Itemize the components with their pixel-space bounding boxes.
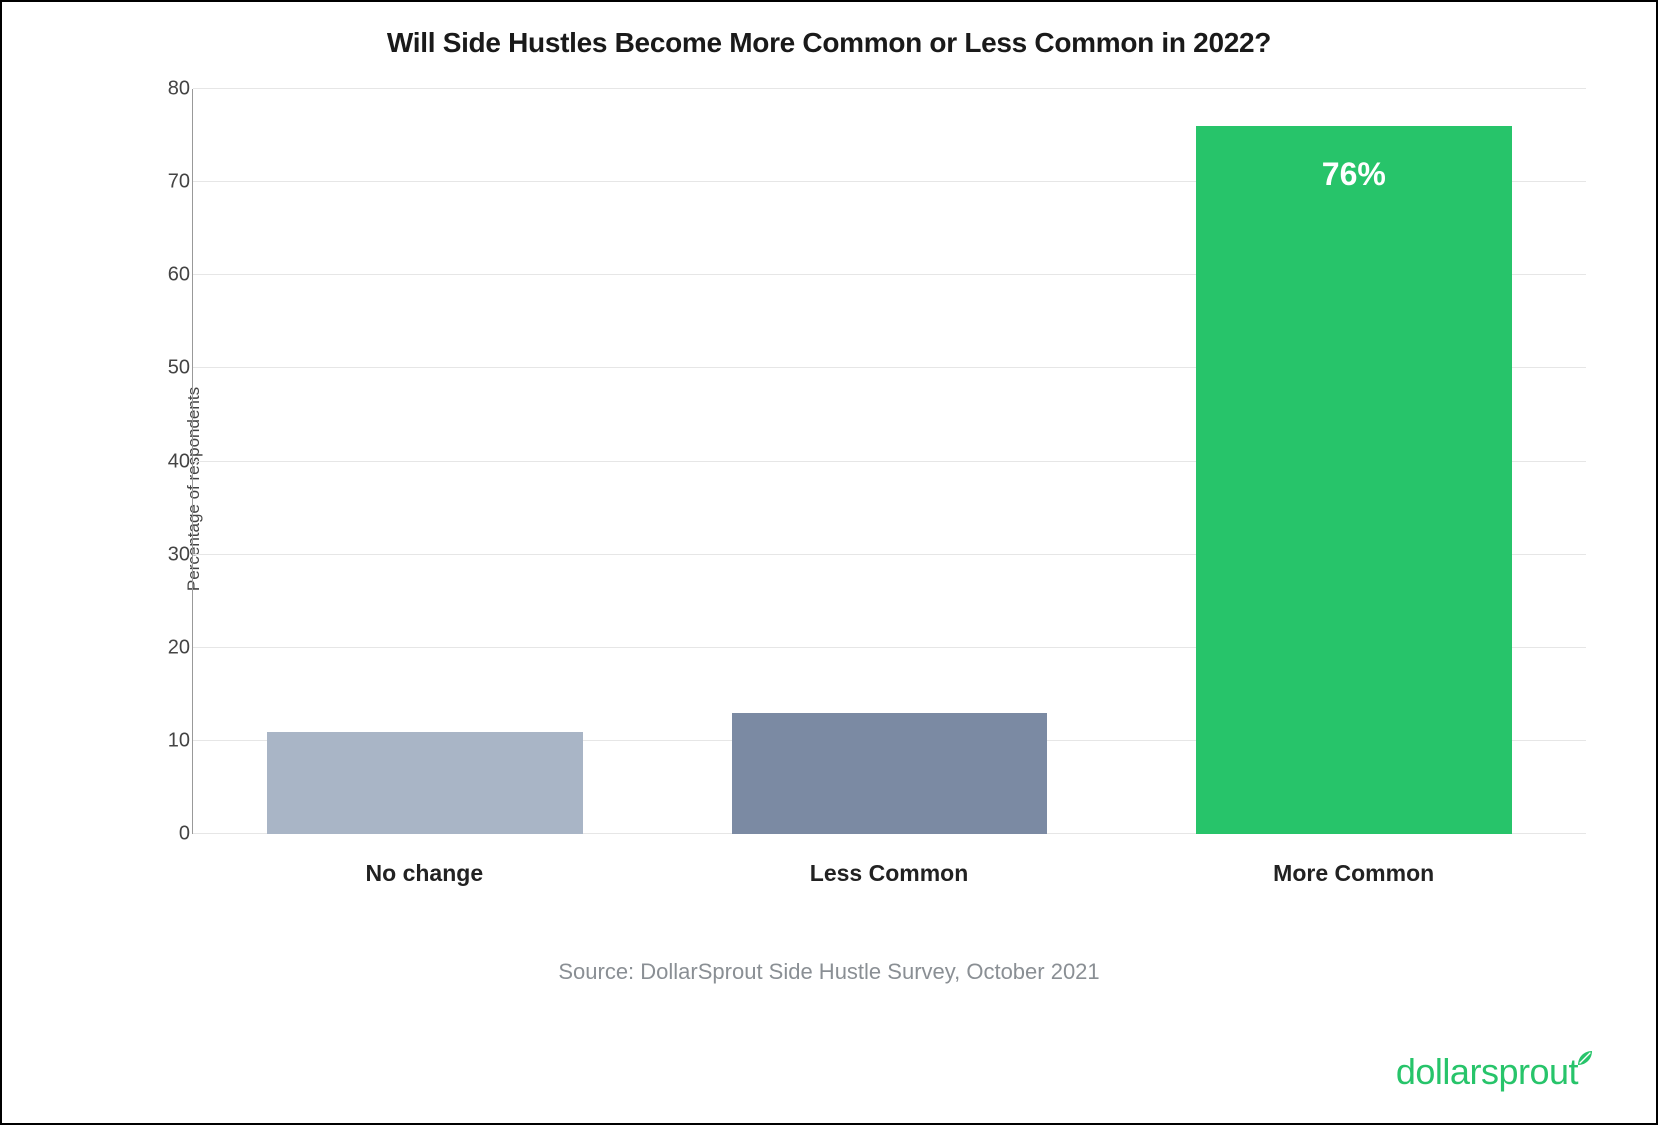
bars-row: 76% [193,89,1586,834]
chart-title: Will Side Hustles Become More Common or … [42,27,1616,59]
bar-slot [193,89,657,834]
bar-slot: 76% [1122,89,1586,834]
brand-logo: dollarsprout [1396,1051,1596,1093]
sprout-icon [1574,1047,1596,1069]
brand-name: dollarsprout [1396,1051,1578,1093]
x-axis-label: More Common [1121,844,1586,889]
bar-slot [657,89,1121,834]
bar-value-label: 76% [1196,156,1512,193]
bar-less-common [732,713,1048,834]
x-axis-label: Less Common [657,844,1122,889]
chart-frame: Will Side Hustles Become More Common or … [0,0,1658,1125]
x-axis-labels: No change Less Common More Common [192,844,1586,889]
plot-wrap: Percentage of respondents 0 10 20 30 40 … [132,89,1586,889]
source-attribution: Source: DollarSprout Side Hustle Survey,… [42,959,1616,985]
x-axis-label: No change [192,844,657,889]
plot-area: 76% [192,89,1586,834]
chart-card: Will Side Hustles Become More Common or … [42,27,1616,1093]
bar-more-common: 76% [1196,126,1512,834]
bar-no-change [267,732,583,834]
